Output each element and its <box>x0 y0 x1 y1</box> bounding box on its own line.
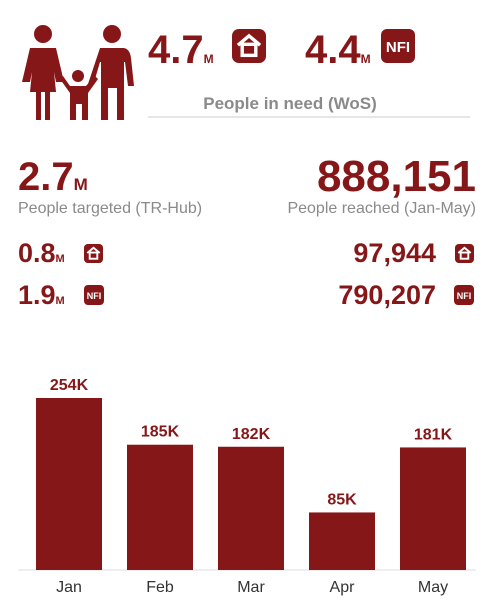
bar <box>36 398 102 570</box>
shelter-icon <box>232 29 266 63</box>
value: 1.9 <box>18 280 56 310</box>
unit: M <box>204 52 214 66</box>
value: 4.4 <box>305 28 361 72</box>
targeted-label: People targeted (TR-Hub) <box>18 200 202 217</box>
targeted: 2.7M <box>18 155 88 199</box>
shelter-icon <box>84 244 103 263</box>
page: {"people_in_need": {"shelter": {"value":… <box>0 0 494 608</box>
nfi-text: NFI <box>457 291 472 301</box>
value: 2.7 <box>18 155 74 199</box>
x-tick-label: May <box>418 579 448 596</box>
nfi-text: NFI <box>87 291 102 301</box>
nfi-icon: NFI <box>454 285 474 305</box>
x-tick-label: Feb <box>146 579 174 596</box>
bar <box>309 512 375 570</box>
x-tick-label: Jan <box>56 579 82 596</box>
reached-label: People reached (Jan-May) <box>287 200 476 217</box>
unit: M <box>74 175 88 194</box>
infographic: 4.7M 4.4M NFI People in need (WoS) 2.7M … <box>0 0 494 608</box>
unit: M <box>56 253 65 265</box>
targeted-shelter: 0.8M <box>18 238 65 268</box>
need-shelter: 4.7M <box>148 28 214 72</box>
targeted-nfi: 1.9M <box>18 280 65 310</box>
nfi-icon: NFI <box>84 285 104 305</box>
nfi-icon: NFI <box>381 29 415 63</box>
unit: M <box>56 295 65 307</box>
unit: M <box>361 52 371 66</box>
x-tick-label: Mar <box>237 579 265 596</box>
family-icon <box>22 25 134 120</box>
shelter-icon <box>455 244 474 263</box>
value-label: 254K <box>50 377 89 394</box>
need-caption: People in need (WoS) <box>203 94 376 113</box>
bar <box>218 447 284 570</box>
reached-nfi: 790,207 <box>338 280 436 310</box>
value: 0.8 <box>18 238 56 268</box>
value-label: 181K <box>414 426 453 443</box>
value-label: 185K <box>141 424 180 441</box>
value-label: 182K <box>232 426 271 443</box>
bar <box>400 447 466 570</box>
x-tick-label: Apr <box>330 579 356 596</box>
nfi-text: NFI <box>386 39 410 56</box>
value-label: 85K <box>327 491 357 508</box>
need-nfi: 4.4M <box>305 28 371 72</box>
reached: 888,151 <box>317 152 476 201</box>
reached-shelter: 97,944 <box>353 238 436 268</box>
bar <box>127 445 193 570</box>
value: 4.7 <box>148 28 204 72</box>
